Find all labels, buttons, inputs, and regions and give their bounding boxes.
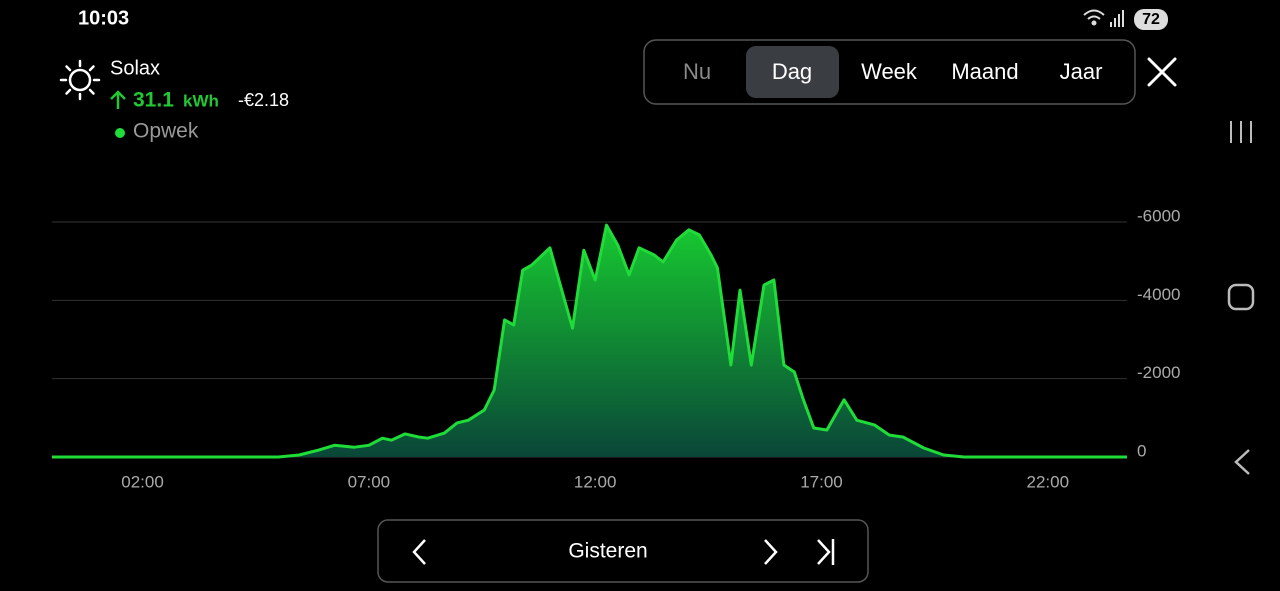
- status-time: 10:03: [78, 7, 129, 29]
- energy-unit: kWh: [183, 91, 219, 110]
- tab[interactable]: Week: [861, 59, 918, 84]
- energy-value: 31.1: [133, 89, 174, 112]
- sun-icon: [59, 59, 101, 101]
- battery-level: 72: [1142, 11, 1160, 28]
- date-label: Gisteren: [568, 540, 647, 563]
- tab-selected-bg: [746, 46, 839, 98]
- wifi-icon: [1083, 9, 1105, 26]
- last-button[interactable]: [817, 539, 835, 565]
- cost: -€2.18: [238, 90, 289, 110]
- chart: -6000 -4000 -2000 0 02:00 07:00 12:00 17:00 22:0…: [52, 206, 1180, 491]
- device-title: Solax: [110, 57, 160, 79]
- y-tick-label: -6000: [1137, 206, 1180, 225]
- signal-icon: [1110, 10, 1124, 27]
- x-tick-label: 22:00: [1027, 472, 1070, 491]
- area-fill: [52, 225, 1127, 457]
- tab[interactable]: Jaar: [1060, 59, 1103, 84]
- previous-button[interactable]: [412, 539, 426, 565]
- battery-pill: [1134, 9, 1168, 30]
- tab[interactable]: Nu: [683, 59, 711, 84]
- recent-apps-button[interactable]: [1230, 121, 1252, 143]
- x-tick-label: 02:00: [121, 472, 164, 491]
- up-arrow-icon: [110, 90, 126, 109]
- y-tick-label: -2000: [1137, 363, 1180, 382]
- x-tick-label: 17:00: [800, 472, 843, 491]
- y-tick-label: -4000: [1137, 285, 1180, 304]
- tabs: Nu Dag Week Maand Jaar: [683, 46, 1102, 98]
- legend: Opwek: [115, 120, 199, 143]
- close-button[interactable]: [1147, 57, 1177, 87]
- back-button[interactable]: [1234, 449, 1250, 475]
- tab-bar: [643, 39, 1136, 105]
- date-navigation: [377, 519, 869, 583]
- x-tick-label: 07:00: [348, 472, 391, 491]
- legend-swatch: [115, 128, 125, 138]
- y-tick-label: 0: [1137, 441, 1146, 460]
- next-button[interactable]: [764, 539, 778, 565]
- line: [52, 223, 1127, 459]
- tab[interactable]: Dag: [772, 59, 812, 84]
- legend-label: Opwek: [133, 120, 199, 143]
- tab[interactable]: Maand: [951, 59, 1018, 84]
- x-tick-label: 12:00: [574, 472, 617, 491]
- home-button[interactable]: [1227, 283, 1255, 311]
